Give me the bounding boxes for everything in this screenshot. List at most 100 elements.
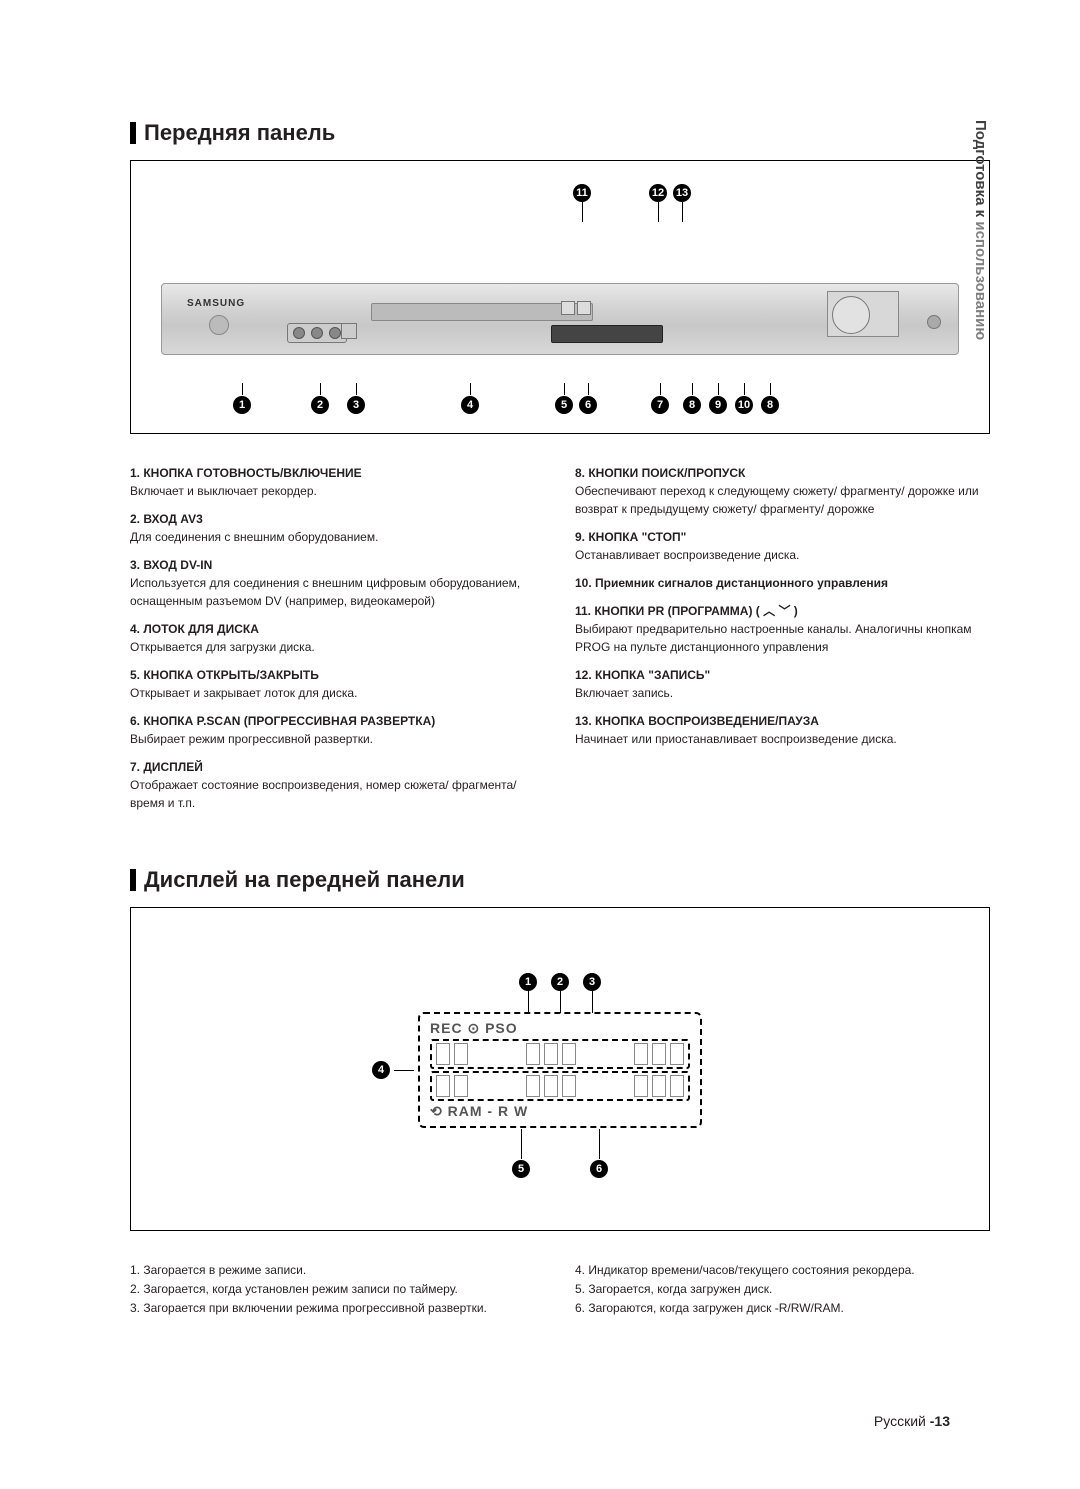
- display-window: [551, 325, 663, 343]
- callout-4: 4: [372, 1061, 390, 1079]
- callout-11: 11: [573, 184, 591, 202]
- callout-8: 8: [761, 396, 779, 414]
- footer-lang: Русский: [874, 1413, 926, 1429]
- callout-13: 13: [673, 184, 691, 202]
- legend-item: 1. КНОПКА ГОТОВНОСТЬ/ВКЛЮЧЕНИЕВключает и…: [130, 464, 545, 500]
- legend-item-desc: Останавливает воспроизведение диска.: [575, 546, 990, 564]
- side-tab-line2: использованию: [972, 221, 989, 340]
- pscan-btn-icon: [577, 301, 591, 315]
- bottom-callouts: 123456789108: [151, 383, 969, 413]
- legend-item-title: 2. ВХОД AV3: [130, 510, 545, 528]
- callout-6: 6: [590, 1160, 608, 1178]
- legend-item-desc: Для соединения с внешним оборудованием.: [130, 528, 545, 546]
- section1-title-text: Передняя панель: [144, 120, 335, 146]
- legend-item-desc: Начинает или приостанавливает воспроизве…: [575, 730, 990, 748]
- callout-1: 1: [519, 973, 537, 991]
- open-close-btn-icon: [561, 301, 575, 315]
- callout-8: 8: [683, 396, 701, 414]
- display-legend-left: 1. Загорается в режиме записи.2. Загорае…: [130, 1261, 545, 1319]
- legend-item-title: 11. КНОПКИ PR (ПРОГРАММА) ( ︿ ﹀ ): [575, 602, 990, 620]
- footer-page: -13: [930, 1413, 950, 1429]
- ir-sensor: [927, 315, 941, 329]
- legend-item: 8. КНОПКИ ПОИСК/ПРОПУСКОбеспечивают пере…: [575, 464, 990, 518]
- legend-item-title: 1. КНОПКА ГОТОВНОСТЬ/ВКЛЮЧЕНИЕ: [130, 464, 545, 482]
- legend-item-desc: Используется для соединения с внешним ци…: [130, 574, 545, 610]
- side-tab: Подготовка к использованию: [971, 120, 991, 340]
- legend-item-desc: Включает и выключает рекордер.: [130, 482, 545, 500]
- play-pause-big-btn: [832, 296, 870, 334]
- front-panel-legend: 1. КНОПКА ГОТОВНОСТЬ/ВКЛЮЧЕНИЕВключает и…: [130, 464, 990, 822]
- section2-title: Дисплей на передней панели: [130, 867, 990, 893]
- vfd-row-mid2: [430, 1071, 690, 1101]
- display-legend-line: 4. Индикатор времени/часов/текущего сост…: [575, 1261, 990, 1280]
- title-bar-icon: [130, 869, 136, 891]
- callout-2: 2: [551, 973, 569, 991]
- dvin-jack: [341, 323, 357, 339]
- page: Подготовка к использованию Передняя пане…: [0, 0, 1080, 1489]
- callout-6: 6: [579, 396, 597, 414]
- legend-item: 9. КНОПКА "СТОП"Останавливает воспроизве…: [575, 528, 990, 564]
- legend-item-title: 8. КНОПКИ ПОИСК/ПРОПУСК: [575, 464, 990, 482]
- vfd-display: REC ⊙ PSO ⟲ RAM - R W: [418, 1012, 702, 1128]
- legend-item-desc: Обеспечивают переход к следующему сюжету…: [575, 482, 990, 518]
- device-logo: SAMSUNG: [187, 298, 245, 309]
- vfd-bottom-callouts: 56: [418, 1129, 702, 1178]
- legend-item: 4. ЛОТОК ДЛЯ ДИСКАОткрывается для загруз…: [130, 620, 545, 656]
- vfd-row-top: REC ⊙ PSO: [430, 1020, 690, 1037]
- legend-item: 2. ВХОД AV3Для соединения с внешним обор…: [130, 510, 545, 546]
- legend-item-title: 7. ДИСПЛЕЙ: [130, 758, 545, 776]
- legend-item: 10. Приемник сигналов дистанционного упр…: [575, 574, 990, 592]
- legend-item: 11. КНОПКИ PR (ПРОГРАММА) ( ︿ ﹀ )Выбираю…: [575, 602, 990, 656]
- page-footer: Русский -13: [874, 1413, 950, 1429]
- vfd-row-bot: ⟲ RAM - R W: [430, 1103, 690, 1120]
- title-bar-icon: [130, 122, 136, 144]
- callout-3: 3: [347, 396, 365, 414]
- side-tab-line1: Подготовка к: [972, 120, 989, 217]
- legend-item-title: 3. ВХОД DV-IN: [130, 556, 545, 574]
- disc-tray: [371, 303, 593, 321]
- play-controls: [827, 291, 899, 337]
- callout-10: 10: [735, 396, 753, 414]
- display-legend-line: 6. Загораются, когда загружен диск -R/RW…: [575, 1299, 990, 1318]
- display-legend: 1. Загорается в режиме записи.2. Загорае…: [130, 1261, 990, 1319]
- display-legend-line: 2. Загорается, когда установлен режим за…: [130, 1280, 545, 1299]
- legend-item-title: 10. Приемник сигналов дистанционного упр…: [575, 574, 990, 592]
- legend-item-desc: Выбирают предварительно настроенные кана…: [575, 620, 990, 656]
- legend-item-desc: Отображает состояние воспроизведения, но…: [130, 776, 545, 812]
- callout-5: 5: [555, 396, 573, 414]
- legend-item: 3. ВХОД DV-INИспользуется для соединения…: [130, 556, 545, 610]
- legend-item-title: 9. КНОПКА "СТОП": [575, 528, 990, 546]
- vfd-left-callout: 4: [372, 1061, 414, 1079]
- section1-title: Передняя панель: [130, 120, 990, 146]
- device-illustration: SAMSUNG: [161, 253, 959, 373]
- callout-7: 7: [651, 396, 669, 414]
- callout-1: 1: [233, 396, 251, 414]
- legend-item-desc: Открывается для загрузки диска.: [130, 638, 545, 656]
- callout-9: 9: [709, 396, 727, 414]
- vfd-top-callouts: 123: [418, 972, 702, 1013]
- legend-item-title: 5. КНОПКА ОТКРЫТЬ/ЗАКРЫТЬ: [130, 666, 545, 684]
- display-legend-line: 1. Загорается в режиме записи.: [130, 1261, 545, 1280]
- vfd-row-mid: [430, 1039, 690, 1069]
- legend-item: 5. КНОПКА ОТКРЫТЬ/ЗАКРЫТЬОткрывает и зак…: [130, 666, 545, 702]
- section2-title-text: Дисплей на передней панели: [144, 867, 465, 893]
- legend-item-desc: Выбирает режим прогрессивной развертки.: [130, 730, 545, 748]
- callout-5: 5: [512, 1160, 530, 1178]
- legend-item: 7. ДИСПЛЕЙОтображает состояние воспроизв…: [130, 758, 545, 812]
- display-legend-line: 5. Загорается, когда загружен диск.: [575, 1280, 990, 1299]
- legend-item-title: 4. ЛОТОК ДЛЯ ДИСКА: [130, 620, 545, 638]
- callout-12: 12: [649, 184, 667, 202]
- display-legend-line: 3. Загорается при включении режима прогр…: [130, 1299, 545, 1318]
- legend-left-col: 1. КНОПКА ГОТОВНОСТЬ/ВКЛЮЧЕНИЕВключает и…: [130, 464, 545, 822]
- legend-item-title: 12. КНОПКА "ЗАПИСЬ": [575, 666, 990, 684]
- display-legend-right: 4. Индикатор времени/часов/текущего сост…: [575, 1261, 990, 1319]
- display-diagram-box: 123 4 REC ⊙ PSO ⟲ RAM - R W: [130, 907, 990, 1231]
- legend-item-title: 6. КНОПКА P.SCAN (ПРОГРЕССИВНАЯ РАЗВЕРТК…: [130, 712, 545, 730]
- legend-item-title: 13. КНОПКА ВОСПРОИЗВЕДЕНИЕ/ПАУЗА: [575, 712, 990, 730]
- callout-2: 2: [311, 396, 329, 414]
- legend-item-desc: Открывает и закрывает лоток для диска.: [130, 684, 545, 702]
- av3-jacks: [287, 323, 347, 343]
- callout-4: 4: [461, 396, 479, 414]
- legend-item-desc: Включает запись.: [575, 684, 990, 702]
- legend-item: 12. КНОПКА "ЗАПИСЬ"Включает запись.: [575, 666, 990, 702]
